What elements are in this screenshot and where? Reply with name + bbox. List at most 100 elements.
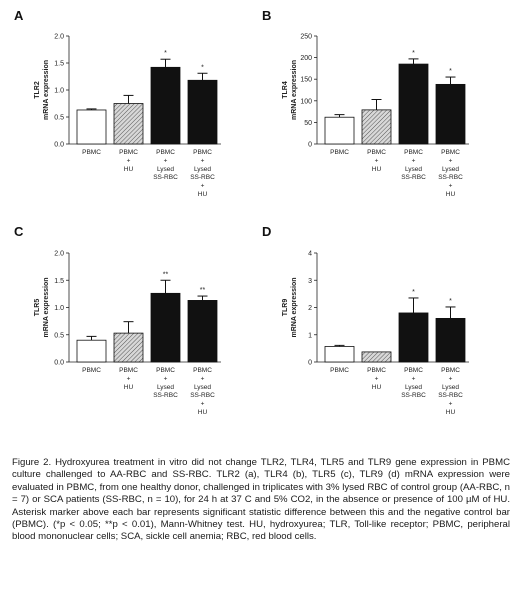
significance-marker: ** xyxy=(200,287,206,294)
bar xyxy=(187,79,218,145)
figure-caption: Figure 2. Hydroxyurea treatment in vitro… xyxy=(12,457,510,543)
y-tick-label: 50 xyxy=(304,120,312,127)
x-tick-label: PBMC xyxy=(330,367,349,374)
x-tick-label-line: + xyxy=(412,157,416,164)
y-tick-label: 150 xyxy=(300,77,312,84)
y-axis-label-line: TLR2 xyxy=(34,81,41,99)
y-tick-label: 200 xyxy=(300,55,312,62)
significance-marker: * xyxy=(412,50,415,57)
y-tick-label: 100 xyxy=(300,98,312,105)
y-tick-label: 0 xyxy=(308,360,312,367)
y-axis-label: TLR9 mRNA expression xyxy=(282,277,298,337)
bar xyxy=(361,351,392,363)
x-tick-label: PBMC xyxy=(82,367,101,374)
x-tick-label-line: + xyxy=(127,375,131,382)
x-tick-label-line: SS-RBC xyxy=(153,392,178,399)
x-tick-label-line: PBMC xyxy=(330,367,349,374)
x-tick-label: PBMC + HU xyxy=(367,149,386,173)
significance-marker: ** xyxy=(163,271,169,278)
x-tick-label-line: HU xyxy=(446,409,456,416)
y-tick-label: 2.0 xyxy=(54,251,64,258)
bar xyxy=(435,83,466,145)
x-tick-label-line: PBMC xyxy=(119,367,138,374)
x-tick-label-line: + xyxy=(449,375,453,382)
x-tick-label: PBMC + HU xyxy=(367,367,386,391)
x-tick-label-line: Lysed xyxy=(442,384,459,391)
significance-marker: * xyxy=(164,50,167,57)
x-tick-label-line: PBMC xyxy=(82,367,101,374)
x-tick-label: PBMC + Lysed SS-RBC + HU xyxy=(190,367,215,416)
y-axis-label-line: TLR9 xyxy=(282,299,289,317)
y-tick-label: 1 xyxy=(308,332,312,339)
x-tick-label-line: Lysed xyxy=(194,384,211,391)
x-tick-label-line: SS-RBC xyxy=(401,174,426,181)
x-tick-label-line: + xyxy=(449,183,453,190)
x-tick-label-line: HU xyxy=(446,191,456,198)
y-axis-label-line: TLR5 xyxy=(34,299,41,317)
x-tick-label-line: + xyxy=(449,157,453,164)
x-tick-label-line: SS-RBC xyxy=(190,174,215,181)
x-tick-label-line: PBMC xyxy=(156,149,175,156)
x-tick-label-line: HU xyxy=(372,166,382,173)
x-tick-label: PBMC + Lysed SS-RBC xyxy=(153,149,178,181)
x-tick-label-line: PBMC xyxy=(367,149,386,156)
y-tick-label: 0.0 xyxy=(54,142,64,149)
x-tick-label-line: Lysed xyxy=(194,166,211,173)
y-axis-label-line: mRNA expression xyxy=(291,277,298,337)
bar xyxy=(324,116,355,145)
bar xyxy=(150,66,181,145)
x-tick-label-line: PBMC xyxy=(441,367,460,374)
x-tick-label-line: PBMC xyxy=(404,149,423,156)
bar xyxy=(187,300,218,363)
x-tick-label-line: Lysed xyxy=(157,166,174,173)
bar xyxy=(435,317,466,363)
y-axis-label-line: mRNA expression xyxy=(291,60,298,120)
x-tick-label-line: Lysed xyxy=(157,384,174,391)
x-tick-label-line: PBMC xyxy=(193,367,212,374)
y-tick-label: 0.0 xyxy=(54,360,64,367)
y-axis-label-line: TLR4 xyxy=(282,81,289,99)
bar xyxy=(398,312,429,363)
y-axis-label: TLR4 mRNA expression xyxy=(282,60,298,120)
x-tick-label: PBMC + Lysed SS-RBC + HU xyxy=(438,149,463,198)
x-tick-label-line: + xyxy=(164,157,168,164)
y-tick-label: 250 xyxy=(300,34,312,41)
y-axis-label: TLR5 mRNA expression xyxy=(34,277,50,337)
x-tick-label-line: SS-RBC xyxy=(438,392,463,399)
y-tick-label: 4 xyxy=(308,251,312,258)
bar xyxy=(361,109,392,145)
x-tick-label-line: PBMC xyxy=(441,149,460,156)
y-tick-label: 2.0 xyxy=(54,34,64,41)
x-tick-label-line: PBMC xyxy=(193,149,212,156)
x-tick-label-line: + xyxy=(412,375,416,382)
x-tick-label: PBMC xyxy=(330,149,349,156)
x-tick-label-line: PBMC xyxy=(156,367,175,374)
x-tick-label-line: SS-RBC xyxy=(401,392,426,399)
y-axis-label: TLR2 mRNA expression xyxy=(34,60,50,120)
bar xyxy=(76,339,107,363)
significance-marker: * xyxy=(412,289,415,296)
x-tick-label-line: + xyxy=(127,157,131,164)
x-tick-label: PBMC + HU xyxy=(119,367,138,391)
x-tick-label-line: HU xyxy=(372,384,382,391)
y-tick-label: 0.5 xyxy=(54,115,64,122)
x-tick-label-line: Lysed xyxy=(405,384,422,391)
x-tick-label-line: + xyxy=(375,375,379,382)
x-tick-label-line: HU xyxy=(124,384,134,391)
x-tick-label-line: PBMC xyxy=(367,367,386,374)
x-tick-label-line: Lysed xyxy=(405,166,422,173)
x-tick-label: PBMC + HU xyxy=(119,149,138,173)
panel-letter: C xyxy=(14,224,24,239)
y-tick-label: 1.0 xyxy=(54,88,64,95)
x-tick-label-line: HU xyxy=(198,409,208,416)
y-tick-label: 3 xyxy=(308,278,312,285)
panel-letter: B xyxy=(262,8,271,23)
x-tick-label-line: Lysed xyxy=(442,166,459,173)
significance-marker: * xyxy=(201,64,204,71)
x-tick-label-line: PBMC xyxy=(404,367,423,374)
x-tick-label-line: + xyxy=(449,401,453,408)
y-axis-label-line: mRNA expression xyxy=(43,60,50,120)
x-tick-label-line: + xyxy=(201,157,205,164)
